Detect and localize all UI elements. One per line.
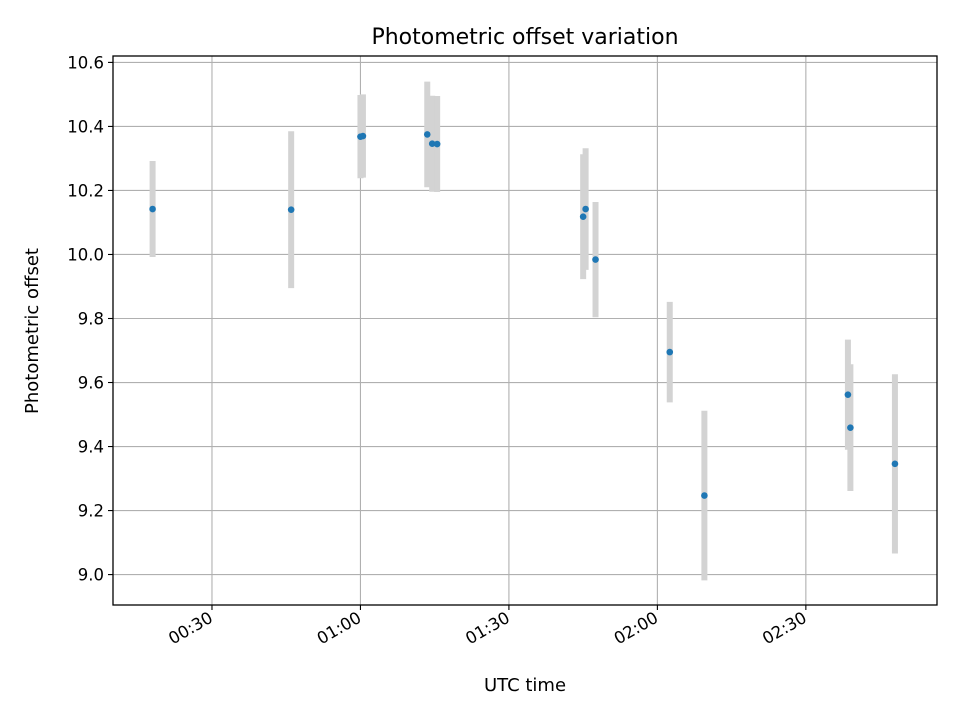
y-tick-label: 9.8 (78, 309, 104, 328)
y-tick-label: 10.2 (67, 181, 104, 200)
y-tick-label: 9.4 (78, 438, 104, 457)
plot-frame (112, 55, 938, 606)
x-axis-label: UTC time (484, 675, 566, 696)
y-tick-label: 9.0 (78, 566, 104, 585)
y-tick-label: 10.4 (67, 117, 104, 136)
data-point (423, 131, 431, 138)
data-point (701, 492, 708, 499)
y-tick-label: 9.6 (78, 374, 104, 393)
data-point (428, 140, 436, 148)
y-tick-label: 10.0 (67, 245, 104, 264)
data-point (582, 205, 589, 213)
data-point (287, 206, 295, 213)
data-points (149, 131, 899, 499)
data-point (891, 460, 899, 468)
y-tick-label: 9.2 (78, 502, 104, 521)
chart-title: Photometric offset variation (371, 25, 678, 50)
data-point (847, 424, 854, 431)
data-point (359, 132, 367, 140)
data-point (149, 205, 156, 213)
data-point (433, 140, 441, 148)
y-tick-label: 10.6 (67, 53, 104, 72)
data-point (844, 391, 852, 398)
y-axis-label: Photometric offset (22, 248, 43, 414)
data-point (592, 256, 599, 263)
data-point (666, 348, 674, 356)
data-point (579, 213, 587, 220)
